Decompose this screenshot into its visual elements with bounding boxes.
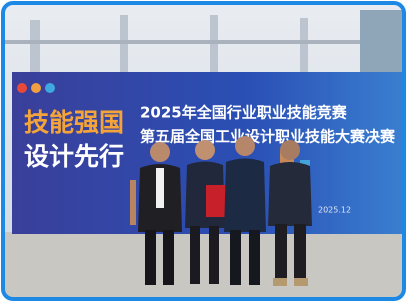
window xyxy=(360,10,407,75)
slogan-line: 设计先行 xyxy=(24,142,124,171)
scene: 技能强国 设计先行 2025年全国行业职业技能竞赛 第五届全国工业设计职业技能大… xyxy=(0,0,407,302)
event-date: 2025.12 xyxy=(318,206,351,215)
logo xyxy=(17,83,27,93)
logo xyxy=(31,83,41,93)
slogan-line: 技能强国 xyxy=(24,108,124,137)
event-subtitle: 第五届全国工业设计职业技能大赛决赛 xyxy=(140,128,396,146)
event-title: 2025年全国行业职业技能竞赛 xyxy=(140,104,348,122)
photo: 技能强国 设计先行 2025年全国行业职业技能竞赛 第五届全国工业设计职业技能大… xyxy=(0,0,407,302)
logo xyxy=(45,83,55,93)
floor xyxy=(0,232,407,302)
page: {"backdrop":{"slogan":["技能强国","设计先行"],"t… xyxy=(0,0,407,302)
decor xyxy=(130,180,136,225)
